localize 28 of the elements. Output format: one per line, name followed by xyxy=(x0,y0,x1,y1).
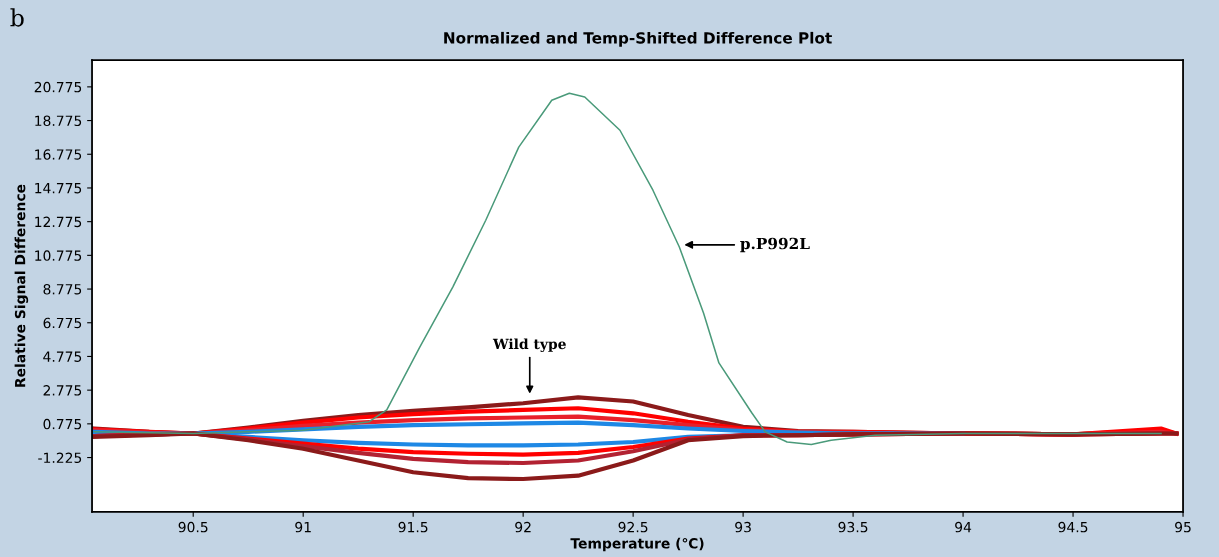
x-tick-label: 91 xyxy=(295,521,311,533)
y-tick-label: 18.775 xyxy=(35,115,82,127)
annotation: Wild type xyxy=(492,338,566,353)
x-tick-label: 92.5 xyxy=(618,521,648,533)
x-tick-label: 91.5 xyxy=(398,521,428,533)
y-tick-label: 10.775 xyxy=(35,250,82,261)
y-tick-label: 12.775 xyxy=(35,216,82,228)
x-tick-label: 95 xyxy=(1175,521,1191,533)
y-tick-label: 16.775 xyxy=(35,149,82,160)
y-tick-label: 4.775 xyxy=(43,351,82,362)
y-tick-label: 2.775 xyxy=(43,385,82,396)
y-tick-label: -1.225 xyxy=(38,452,82,464)
x-tick-label: 94 xyxy=(955,521,972,533)
x-tick-label: 92 xyxy=(515,521,531,533)
x-tick-label: 93.5 xyxy=(838,521,868,533)
y-tick-label: 6.775 xyxy=(43,317,82,329)
x-tick-label: 93 xyxy=(735,521,751,533)
x-tick-label: 90.5 xyxy=(178,521,208,533)
x-tick-label: 94.5 xyxy=(1058,521,1088,533)
y-tick-label: 8.775 xyxy=(43,284,82,295)
y-tick-label: 14.775 xyxy=(35,183,82,194)
annotation: p.P992L xyxy=(740,237,810,253)
x-axis-title: Temperature (℃) xyxy=(570,537,704,552)
y-tick-label: 20.775 xyxy=(34,81,82,93)
text: b xyxy=(10,8,24,27)
chart-title: Normalized and Temp-Shifted Difference Plot xyxy=(444,31,832,47)
y-tick-label: 0.775 xyxy=(43,418,82,430)
y-axis-title: Relative Signal Difference xyxy=(14,184,29,387)
